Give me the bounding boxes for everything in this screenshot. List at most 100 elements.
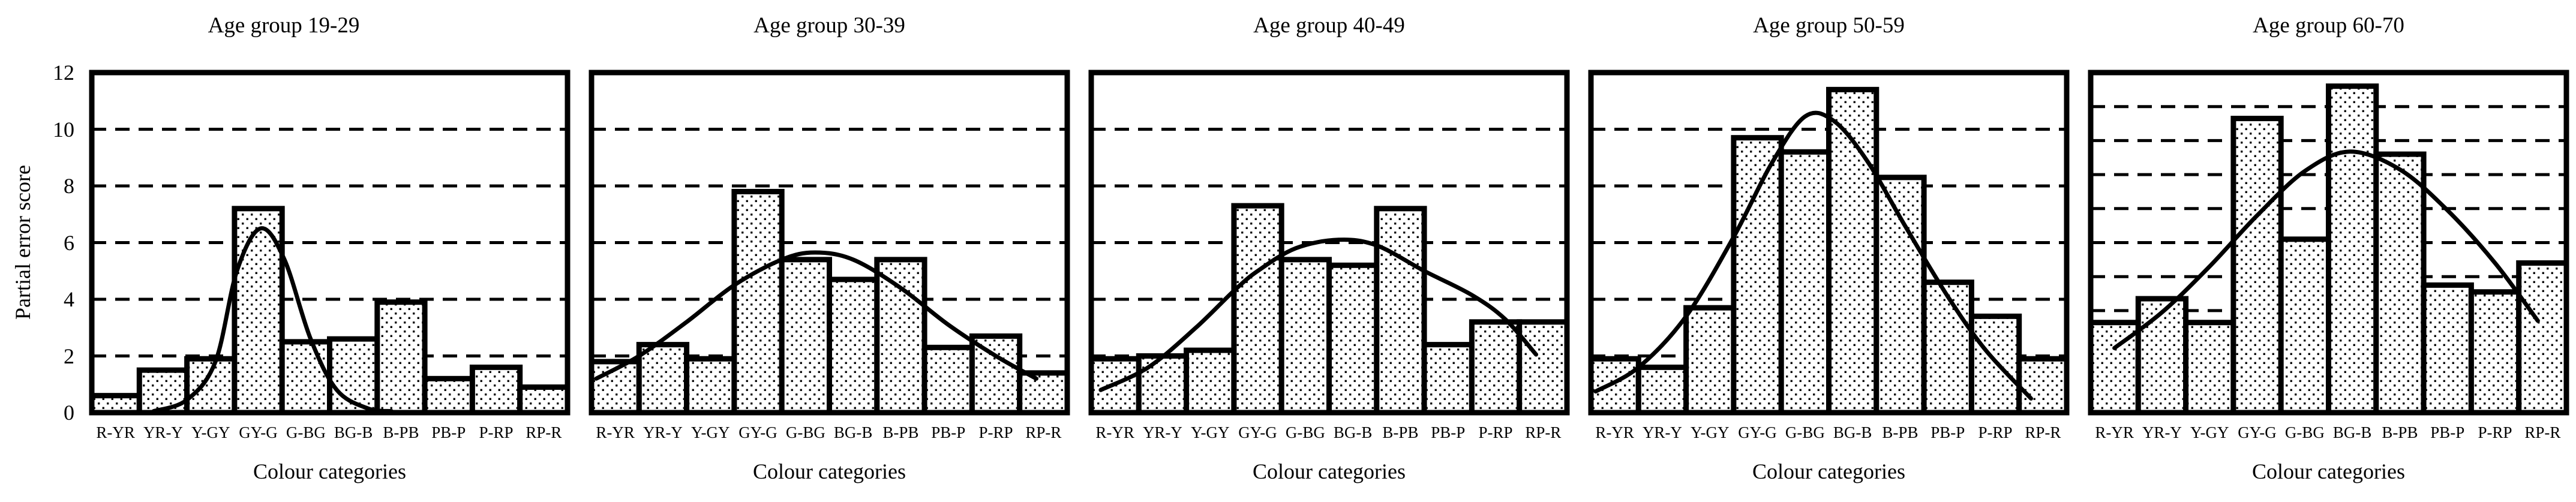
bar-YR-Y [636, 342, 690, 416]
x-tick-label-GY-G: GY-G [2238, 423, 2277, 441]
panel-title: Age group 19-29 [208, 13, 360, 38]
x-tick-label-RP-R: RP-R [1525, 423, 1562, 441]
y-tick-label: 2 [64, 344, 74, 368]
plot-area [1588, 70, 2070, 416]
y-tick-label: 0 [64, 401, 74, 425]
x-tick-label-YR-Y: YR-Y [143, 423, 183, 441]
bar-GY-G [1231, 203, 1284, 416]
y-tick-label: 10 [53, 117, 74, 142]
plot-frame [2088, 70, 2569, 416]
bar-G-BG [279, 339, 333, 416]
x-tick-label-Y-GY: Y-GY [1690, 423, 1730, 441]
x-tick-label-B-PB: B-PB [1882, 423, 1919, 441]
x-tick-label-P-RP: P-RP [978, 423, 1013, 441]
bar-RP-R [1517, 319, 1570, 416]
bar-RP-R [2016, 356, 2070, 416]
x-tick-label-Y-GY: Y-GY [2190, 423, 2229, 441]
x-tick-label-P-RP: P-RP [1478, 423, 1513, 441]
x-axis-title: Colour categories [2252, 459, 2405, 483]
x-tick-label-R-YR: R-YR [96, 423, 135, 441]
normal-fit-curve [151, 226, 394, 414]
bar-Y-GY [184, 356, 238, 416]
x-tick-label-PB-P: PB-P [1931, 423, 1965, 441]
x-tick-label-R-YR: R-YR [1095, 423, 1134, 441]
x-tick-label-R-YR: R-YR [2095, 423, 2134, 441]
bar-G-BG [1278, 257, 1332, 416]
plot-area [589, 70, 1070, 416]
x-tick-label-G-BG: G-BG [1285, 423, 1325, 441]
x-tick-label-RP-R: RP-R [2025, 423, 2061, 441]
bar-PB-P [1421, 342, 1475, 416]
bar-YR-Y [1136, 353, 1190, 416]
plot-area [89, 70, 571, 416]
plot-frame [89, 70, 571, 416]
plot-frame [1088, 70, 1570, 416]
x-tick-label-B-PB: B-PB [383, 423, 419, 441]
panel-title: Age group 50-59 [1753, 13, 1905, 38]
normal-fit-curve [1098, 238, 1538, 392]
x-tick-label-YR-Y: YR-Y [643, 423, 683, 441]
x-tick-label-PB-P: PB-P [2430, 423, 2465, 441]
bar-G-BG [2278, 236, 2332, 416]
bar-Y-GY [684, 356, 737, 416]
x-tick-label-PB-P: PB-P [431, 423, 466, 441]
x-tick-label-G-BG: G-BG [785, 423, 825, 441]
x-tick-label-YR-Y: YR-Y [1142, 423, 1182, 441]
plot-frame [589, 70, 1070, 416]
bar-GY-G [2230, 116, 2284, 416]
bar-Y-GY [1683, 305, 1737, 416]
bar-Y-GY [1184, 347, 1237, 416]
x-tick-label-BG-B: BG-B [2332, 423, 2372, 441]
bar-PB-P [2421, 282, 2474, 416]
x-tick-label-P-RP: P-RP [1978, 423, 2013, 441]
x-tick-label-GY-G: GY-G [738, 423, 777, 441]
bar-YR-Y [1635, 364, 1689, 416]
x-tick-label-G-BG: G-BG [2284, 423, 2325, 441]
bar-G-BG [1778, 149, 1832, 416]
y-tick-label: 6 [64, 230, 74, 255]
bar-RP-R [517, 384, 571, 416]
bar-RP-R [2516, 260, 2569, 416]
bar-GY-G [731, 188, 785, 416]
x-tick-label-Y-GY: Y-GY [1190, 423, 1230, 441]
panel-title: Age group 60-70 [2253, 13, 2404, 38]
x-tick-label-PB-P: PB-P [1431, 423, 1466, 441]
bar-B-PB [2373, 151, 2427, 416]
panel-title: Age group 30-39 [753, 13, 905, 38]
bar-P-RP [2468, 289, 2522, 416]
x-tick-label-P-RP: P-RP [2478, 423, 2512, 441]
normal-fit-curve [2112, 149, 2540, 350]
bar-BG-B [2326, 83, 2379, 416]
bar-B-PB [1874, 175, 1927, 416]
normal-fit-curve [1593, 110, 2033, 401]
x-tick-label-G-BG: G-BG [286, 423, 326, 441]
bar-YR-Y [2135, 296, 2189, 416]
x-tick-label-B-PB: B-PB [882, 423, 919, 441]
x-axis-title: Colour categories [253, 459, 406, 483]
x-tick-label-G-BG: G-BG [1785, 423, 1825, 441]
x-tick-label-BG-B: BG-B [1333, 423, 1373, 441]
x-tick-label-Y-GY: Y-GY [191, 423, 230, 441]
bar-BG-B [1326, 262, 1380, 416]
x-tick-label-RP-R: RP-R [2524, 423, 2561, 441]
x-tick-label-P-RP: P-RP [479, 423, 514, 441]
x-tick-label-PB-P: PB-P [931, 423, 966, 441]
x-tick-label-GY-G: GY-G [1238, 423, 1277, 441]
bar-P-RP [469, 364, 523, 416]
bar-P-RP [1968, 313, 2022, 416]
x-axis-title: Colour categories [1253, 459, 1406, 483]
bar-PB-P [1921, 279, 1974, 416]
bar-B-PB [874, 257, 927, 416]
x-tick-label-GY-G: GY-G [239, 423, 278, 441]
plot-area [1088, 70, 1570, 416]
bar-B-PB [374, 299, 428, 416]
bar-RP-R [1017, 370, 1070, 416]
plot-area [2088, 70, 2569, 416]
plot-frame [1588, 70, 2070, 416]
x-tick-label-GY-G: GY-G [1738, 423, 1777, 441]
x-tick-label-RP-R: RP-R [526, 423, 562, 441]
bar-PB-P [422, 375, 475, 416]
y-tick-label: 4 [64, 287, 74, 311]
x-tick-label-BG-B: BG-B [833, 423, 873, 441]
